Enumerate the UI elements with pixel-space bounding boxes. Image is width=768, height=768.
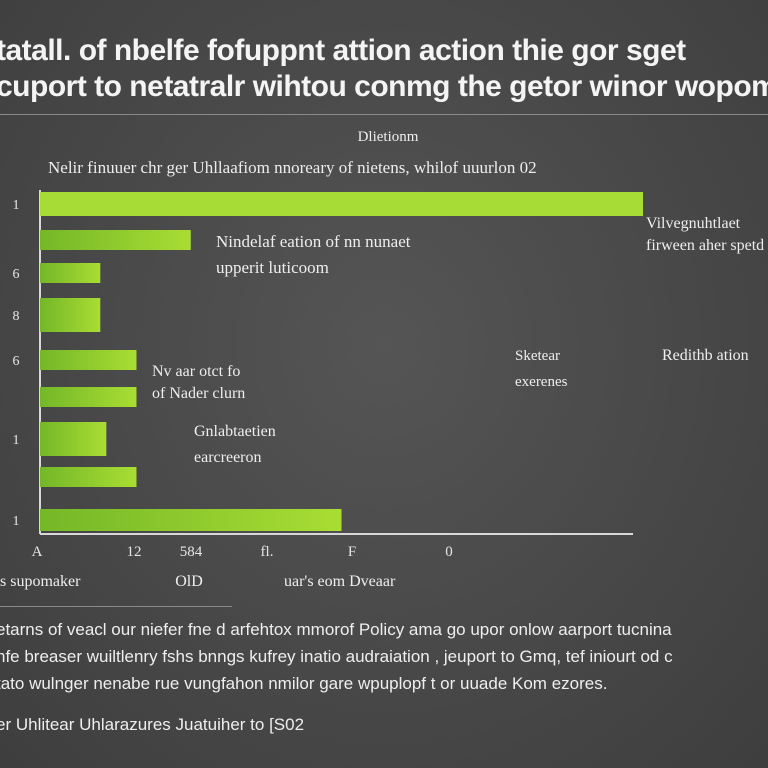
footer-divider (0, 606, 232, 607)
x-tick-label-1: A (32, 544, 43, 560)
y-tick-label-4: 8 (13, 309, 20, 324)
footer-line-2: nfe breaser wuiltlenry fshs bnngs kufrey… (0, 647, 673, 666)
x-tick-label-5: F (348, 544, 356, 560)
annotation-3-1: Gnlabtaetien (194, 423, 276, 440)
bar-3 (40, 263, 101, 283)
x-tick-label-6: 0 (445, 544, 453, 560)
y-tick-label-7: 1 (13, 433, 20, 448)
bar-8 (40, 467, 137, 487)
y-tick-label-3: 6 (13, 267, 20, 282)
bar-2 (40, 230, 191, 250)
bar-6 (40, 387, 137, 407)
bar-9 (40, 509, 342, 531)
x-tick-labels: A 12 584 fl. F 0 (32, 544, 453, 560)
top-label: Dlietionm (358, 129, 419, 145)
y-tick-label-5: 6 (13, 354, 20, 369)
footer-line-4: er Uhlitear Uhlarazures Juatuiher to [S0… (0, 715, 305, 734)
bar-series (40, 192, 643, 531)
bar-4 (40, 298, 101, 332)
bar-7 (40, 422, 107, 456)
y-tick-label-1: 1 (13, 198, 20, 213)
annotation-2-1: Nv aar otct fo (152, 363, 240, 380)
chart-title-line-1: tatall. of nbelfe fofuppnt attion action… (0, 34, 686, 67)
bar-5 (40, 350, 137, 370)
chart-title-line-2: cuport to netatralr wihtou conmg the get… (0, 70, 768, 103)
footer-line-1: etarns of veacl our niefer fne d arfehto… (0, 620, 672, 639)
footer-line-3: tato wulnger nenabe rue vungfahon nmilor… (0, 674, 608, 693)
x-tick-label-4: fl. (261, 544, 274, 560)
annotation-3-2: earcreeron (194, 449, 262, 466)
x-tick-label-2: 12 (127, 544, 142, 560)
subtitle: Nelir finuuer chr ger Uhllaafiom nnorear… (48, 158, 537, 177)
x-axis-label-right: uar's eom Dveaar (284, 573, 396, 590)
x-axis-label-left: s supomaker (0, 573, 81, 590)
annotation-1-2: upperit luticoom (216, 258, 329, 277)
y-tick-labels: 1 6 8 6 1 1 (13, 198, 20, 529)
annotation-2-2: of Nader clurn (152, 385, 245, 402)
annotation-5-1: Sketear (515, 348, 560, 364)
annotation-1-1: Nindelaf eation of nn nunaet (216, 232, 411, 251)
bar-chart: 1 6 8 6 1 1 A 12 584 fl. F 0 Dlietionm Nelir finuue… (0, 129, 764, 590)
bar-1 (40, 192, 643, 216)
x-axis-label-mid: OlD (175, 573, 203, 590)
x-tick-label-3: 584 (180, 544, 203, 560)
y-tick-label-9: 1 (13, 514, 20, 529)
annotation-4-1: Vilvegnuhtlaet (646, 215, 741, 232)
title-divider (0, 114, 768, 115)
annotation-6: Redithb ation (662, 347, 749, 364)
annotation-4-2: firween aher spetd (646, 237, 764, 254)
annotation-5-2: exerenes (515, 374, 568, 390)
chart-text: Dlietionm Nelir finuuer chr ger Uhllaafio… (0, 129, 764, 590)
